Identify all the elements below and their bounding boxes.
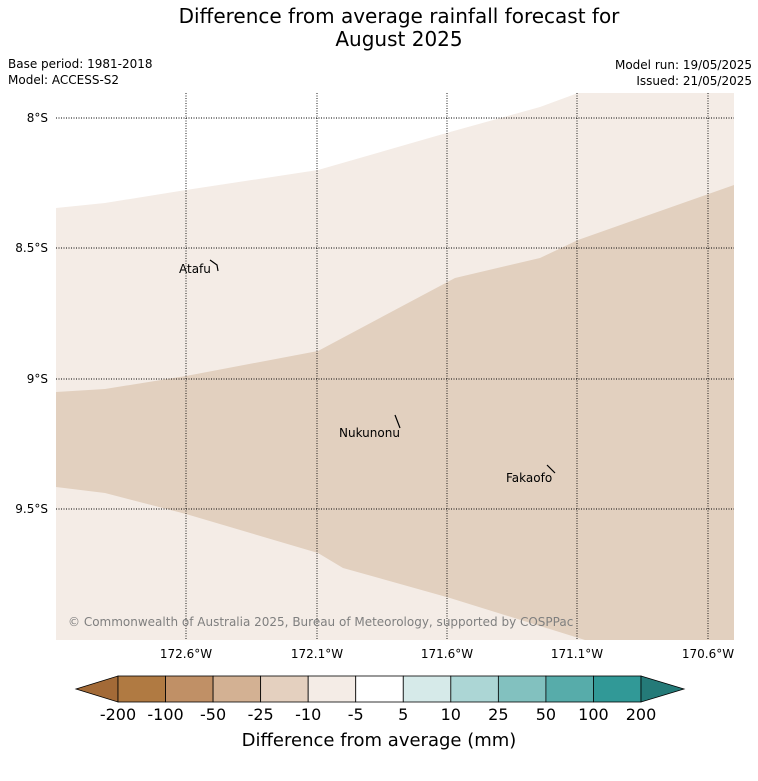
title-line-2: August 2025 — [335, 27, 463, 51]
colorbar-box — [402, 675, 452, 703]
colorbar-extend-high — [640, 675, 686, 703]
model-run-text: Model run: 19/05/2025 — [614, 58, 752, 72]
lat-label-9-5: 9.5°S — [15, 502, 48, 516]
issued-text: Issued: 21/05/2025 — [636, 74, 752, 88]
gridlines — [56, 93, 734, 640]
place-label-fakaofo: Fakaofo — [506, 471, 552, 485]
copyright-text: © Commonwealth of Australia 2025, Bureau… — [68, 615, 573, 629]
colorbar-tick-label: -5 — [348, 705, 364, 724]
colorbar-box — [260, 675, 309, 703]
model-text: Model: ACCESS-S2 — [8, 73, 120, 87]
colorbar-box — [165, 675, 214, 703]
place-label-nukunonu: Nukunonu — [339, 426, 400, 440]
atolls — [209, 259, 556, 474]
colorbar-box — [307, 675, 357, 703]
colorbar-tick-label: -10 — [295, 705, 321, 724]
colorbar-box — [117, 675, 166, 703]
colorbar-tick-label: 10 — [441, 705, 461, 724]
lat-label-8: 8°S — [27, 111, 48, 125]
map-plot-area: Atafu Nukunonu Fakaofo © Commonwealth of… — [56, 93, 734, 640]
lon-axis-labels: 172.6°W 172.1°W 171.6°W 171.1°W 170.6°W — [160, 647, 734, 661]
colorbar-tick-label: 100 — [578, 705, 609, 724]
colorbar-box — [497, 675, 547, 703]
colorbar-tick-label: -50 — [200, 705, 226, 724]
colorbar-tick-label: -200 — [100, 705, 136, 724]
lat-label-9: 9°S — [27, 372, 48, 386]
colorbar-box — [450, 675, 499, 703]
colorbar-tick-label: -25 — [248, 705, 274, 724]
colorbar-tick-label: 5 — [398, 705, 408, 724]
colorbar-tick-label: 200 — [626, 705, 657, 724]
colorbar-tick-label: 50 — [536, 705, 556, 724]
lon-label-170-6: 170.6°W — [682, 647, 734, 661]
title-line-1: Difference from average rainfall forecas… — [178, 4, 620, 28]
place-label-atafu: Atafu — [179, 262, 211, 276]
lon-label-172-1: 172.1°W — [291, 647, 343, 661]
lon-label-172-6: 172.6°W — [160, 647, 212, 661]
colorbar-box — [355, 675, 404, 703]
lat-label-8-5: 8.5°S — [15, 241, 48, 255]
meta-left: Base period: 1981-2018 Model: ACCESS-S2 — [8, 56, 153, 88]
colorbar: -200 -100 -50 -25 -10 -5 5 10 25 50 100 200 — [74, 675, 686, 724]
map-title: Difference from average rainfall forecas… — [0, 5, 758, 51]
colorbar-tick-label: -100 — [147, 705, 183, 724]
colorbar-extend-low — [74, 675, 119, 703]
atoll-fakaofo-outline — [546, 464, 556, 474]
base-period-text: Base period: 1981-2018 — [8, 57, 153, 71]
colorbar-title: Difference from average (mm) — [241, 730, 517, 751]
colorbar-box — [212, 675, 262, 703]
atoll-nukunonu-outline — [394, 414, 401, 429]
colorbar-tick-label: 25 — [488, 705, 508, 724]
atoll-atafu-outline — [209, 259, 219, 272]
rainfall-band-medium — [56, 185, 734, 640]
meta-right: Model run: 19/05/2025 Issued: 21/05/2025 — [615, 57, 752, 89]
colorbar-box — [593, 675, 642, 703]
lon-label-171-1: 171.1°W — [551, 647, 603, 661]
lat-axis-labels: 8°S 8.5°S 9°S 9.5°S — [15, 111, 48, 516]
lon-label-171-6: 171.6°W — [421, 647, 473, 661]
colorbar-box — [545, 675, 594, 703]
